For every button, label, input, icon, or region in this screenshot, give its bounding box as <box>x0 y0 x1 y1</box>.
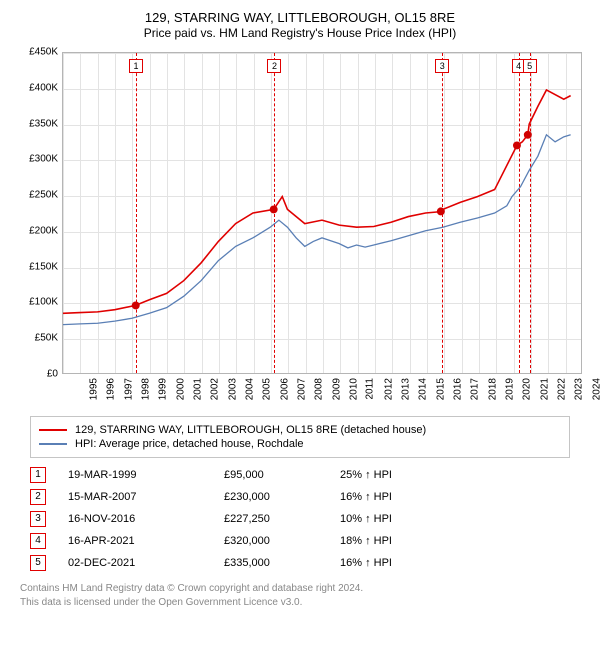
sale-pct: 16% ↑ HPI <box>340 491 570 503</box>
y-tick-label: £450K <box>12 47 58 58</box>
legend-swatch <box>39 429 67 431</box>
sale-row-badge: 5 <box>30 555 46 571</box>
sale-row: 1 19-MAR-1999 £95,000 25% ↑ HPI <box>30 464 570 486</box>
y-tick-label: £350K <box>12 118 58 129</box>
y-tick-label: £300K <box>12 154 58 165</box>
legend-label: 129, STARRING WAY, LITTLEBOROUGH, OL15 8… <box>75 424 426 436</box>
sales-table: 1 19-MAR-1999 £95,000 25% ↑ HPI 2 15-MAR-2007… <box>30 464 570 574</box>
footer-line2: This data is licensed under the Open Gov… <box>20 596 580 610</box>
sale-date: 16-NOV-2016 <box>68 513 218 525</box>
series-line <box>63 135 571 325</box>
sale-marker-dot <box>513 141 521 149</box>
sale-marker-dot <box>437 207 445 215</box>
footer: Contains HM Land Registry data © Crown c… <box>20 582 580 609</box>
sale-pct: 18% ↑ HPI <box>340 535 570 547</box>
legend-label: HPI: Average price, detached house, Roch… <box>75 438 304 450</box>
sale-marker-badge: 5 <box>523 59 537 73</box>
series-line <box>63 90 571 313</box>
chart-title: 129, STARRING WAY, LITTLEBOROUGH, OL15 8… <box>12 10 588 25</box>
sale-row: 4 16-APR-2021 £320,000 18% ↑ HPI <box>30 530 570 552</box>
sale-row-badge: 3 <box>30 511 46 527</box>
legend: 129, STARRING WAY, LITTLEBOROUGH, OL15 8… <box>30 416 570 458</box>
sale-row: 5 02-DEC-2021 £335,000 16% ↑ HPI <box>30 552 570 574</box>
sale-pct: 10% ↑ HPI <box>340 513 570 525</box>
sale-price: £335,000 <box>224 557 334 569</box>
y-tick-label: £150K <box>12 261 58 272</box>
sale-price: £95,000 <box>224 469 334 481</box>
sale-price: £230,000 <box>224 491 334 503</box>
sale-marker-badge: 3 <box>435 59 449 73</box>
x-tick-label: 2024 <box>591 378 600 400</box>
sale-row-badge: 4 <box>30 533 46 549</box>
y-tick-label: £250K <box>12 190 58 201</box>
sale-date: 02-DEC-2021 <box>68 557 218 569</box>
page-root: 129, STARRING WAY, LITTLEBOROUGH, OL15 8… <box>0 0 600 617</box>
legend-row: 129, STARRING WAY, LITTLEBOROUGH, OL15 8… <box>39 423 561 437</box>
y-tick-label: £50K <box>12 333 58 344</box>
sale-row-badge: 2 <box>30 489 46 505</box>
sale-marker-badge: 2 <box>267 59 281 73</box>
sale-marker-dot <box>524 131 532 139</box>
footer-line1: Contains HM Land Registry data © Crown c… <box>20 582 580 596</box>
sale-date: 16-APR-2021 <box>68 535 218 547</box>
y-tick-label: £0 <box>12 369 58 380</box>
chart-subtitle: Price paid vs. HM Land Registry's House … <box>12 26 588 40</box>
sale-row: 3 16-NOV-2016 £227,250 10% ↑ HPI <box>30 508 570 530</box>
sale-pct: 16% ↑ HPI <box>340 557 570 569</box>
plot-area: 12345 <box>62 52 582 374</box>
chart-area: £0 £50K £100K £150K £200K £250K £300K £350K £400… <box>12 48 588 408</box>
y-tick-label: £100K <box>12 297 58 308</box>
chart-lines <box>63 53 581 373</box>
sale-marker-dot <box>132 301 140 309</box>
sale-row-badge: 1 <box>30 467 46 483</box>
sale-price: £320,000 <box>224 535 334 547</box>
sale-date: 15-MAR-2007 <box>68 491 218 503</box>
y-tick-label: £400K <box>12 82 58 93</box>
sale-row: 2 15-MAR-2007 £230,000 16% ↑ HPI <box>30 486 570 508</box>
sale-pct: 25% ↑ HPI <box>340 469 570 481</box>
sale-marker-badge: 1 <box>129 59 143 73</box>
legend-row: HPI: Average price, detached house, Roch… <box>39 437 561 451</box>
sale-price: £227,250 <box>224 513 334 525</box>
legend-swatch <box>39 443 67 445</box>
sale-marker-dot <box>270 205 278 213</box>
y-tick-label: £200K <box>12 225 58 236</box>
sale-date: 19-MAR-1999 <box>68 469 218 481</box>
